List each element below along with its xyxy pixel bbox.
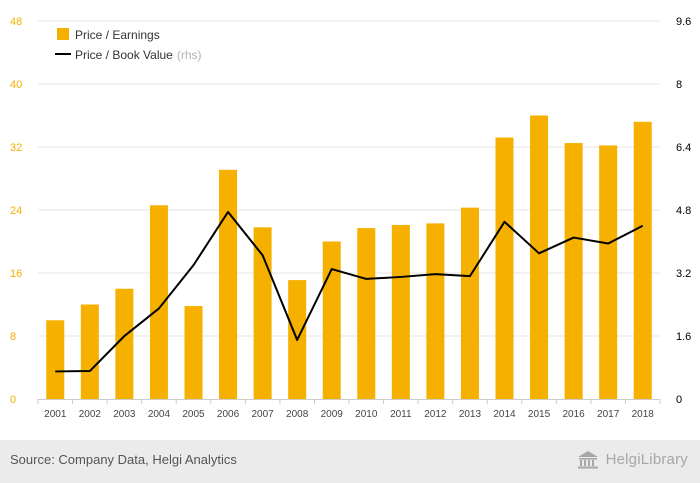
right-tick-label: 8: [676, 79, 682, 91]
x-tick-label: 2001: [44, 409, 67, 420]
bar: [599, 145, 618, 399]
left-tick-label: 0: [10, 394, 16, 406]
logo-text: HelgiLibrary: [605, 450, 688, 468]
bar: [391, 224, 410, 399]
x-tick-label: 2010: [355, 409, 378, 420]
axes: 0 8 16 24 32 40 48 0 1.6 3.2 4.8 6.4 8 9.6 2001 2002 200…: [10, 16, 691, 420]
bar: [564, 143, 583, 399]
bar: [322, 241, 341, 399]
legend-rhs-suffix: (rhs): [177, 48, 202, 62]
right-tick-label: 4.8: [676, 205, 691, 217]
right-tick-label: 1.6: [676, 331, 691, 343]
bar: [530, 115, 549, 399]
library-building-icon: [577, 451, 598, 469]
x-tick-label: 2004: [148, 409, 171, 420]
legend-item-line-label: Price / Book Value: [75, 48, 173, 62]
bar: [633, 121, 652, 400]
x-tick-label: 2009: [321, 409, 344, 420]
left-tick-label: 40: [10, 79, 22, 91]
x-tick-label: 2007: [251, 409, 274, 420]
bar: [460, 207, 479, 399]
grid-lines: [38, 20, 660, 337]
x-tick-label: 2002: [79, 409, 102, 420]
x-tick-label: 2016: [562, 409, 585, 420]
bar-series: [46, 115, 652, 400]
source-note: Source: Company Data, Helgi Analytics: [10, 452, 237, 467]
right-tick-label: 0: [676, 394, 682, 406]
line-series: [55, 210, 644, 373]
right-tick-label: 6.4: [676, 142, 691, 154]
bar: [253, 227, 272, 399]
bar: [426, 223, 445, 399]
right-tick-label: 9.6: [676, 16, 691, 28]
x-tick-label: 2012: [424, 409, 447, 420]
legend-bar-swatch: [57, 28, 69, 40]
x-tick-label: 2014: [493, 409, 516, 420]
legend-item-bar: Price / Earnings: [75, 28, 160, 42]
x-tick-label: 2013: [459, 409, 482, 420]
left-tick-label: 8: [10, 331, 16, 343]
x-tick-label: 2011: [390, 409, 412, 420]
bar: [46, 320, 65, 399]
bar: [115, 288, 134, 399]
legend-item-line: Price / Book Value (rhs): [75, 48, 202, 62]
left-tick-label: 24: [10, 205, 22, 217]
left-tick-label: 48: [10, 16, 22, 28]
chart-svg: 0 8 16 24 32 40 48 0 1.6 3.2 4.8 6.4 8 9.6 2001 2002 200…: [10, 16, 691, 420]
x-tick-label: 2015: [528, 409, 551, 420]
x-tick-label: 2017: [597, 409, 620, 420]
bar: [495, 137, 514, 400]
x-tick-label: 2018: [632, 409, 655, 420]
legend: Price / Earnings Price / Book Value (rhs): [55, 28, 202, 62]
bar: [219, 169, 238, 399]
left-tick-label: 32: [10, 142, 22, 154]
x-tick-label: 2008: [286, 409, 309, 420]
footer: Source: Company Data, Helgi Analytics He…: [0, 440, 700, 483]
x-tick-label: 2003: [113, 409, 136, 420]
x-tick-label: 2006: [217, 409, 240, 420]
bar: [80, 304, 99, 399]
bar: [357, 228, 376, 399]
bar: [184, 306, 203, 399]
series-line: [55, 210, 644, 373]
right-tick-label: 3.2: [676, 268, 691, 280]
helgi-library-logo: HelgiLibrary: [576, 449, 688, 469]
bar: [149, 205, 168, 399]
x-tick-label: 2005: [182, 409, 205, 420]
left-tick-label: 16: [10, 268, 22, 280]
